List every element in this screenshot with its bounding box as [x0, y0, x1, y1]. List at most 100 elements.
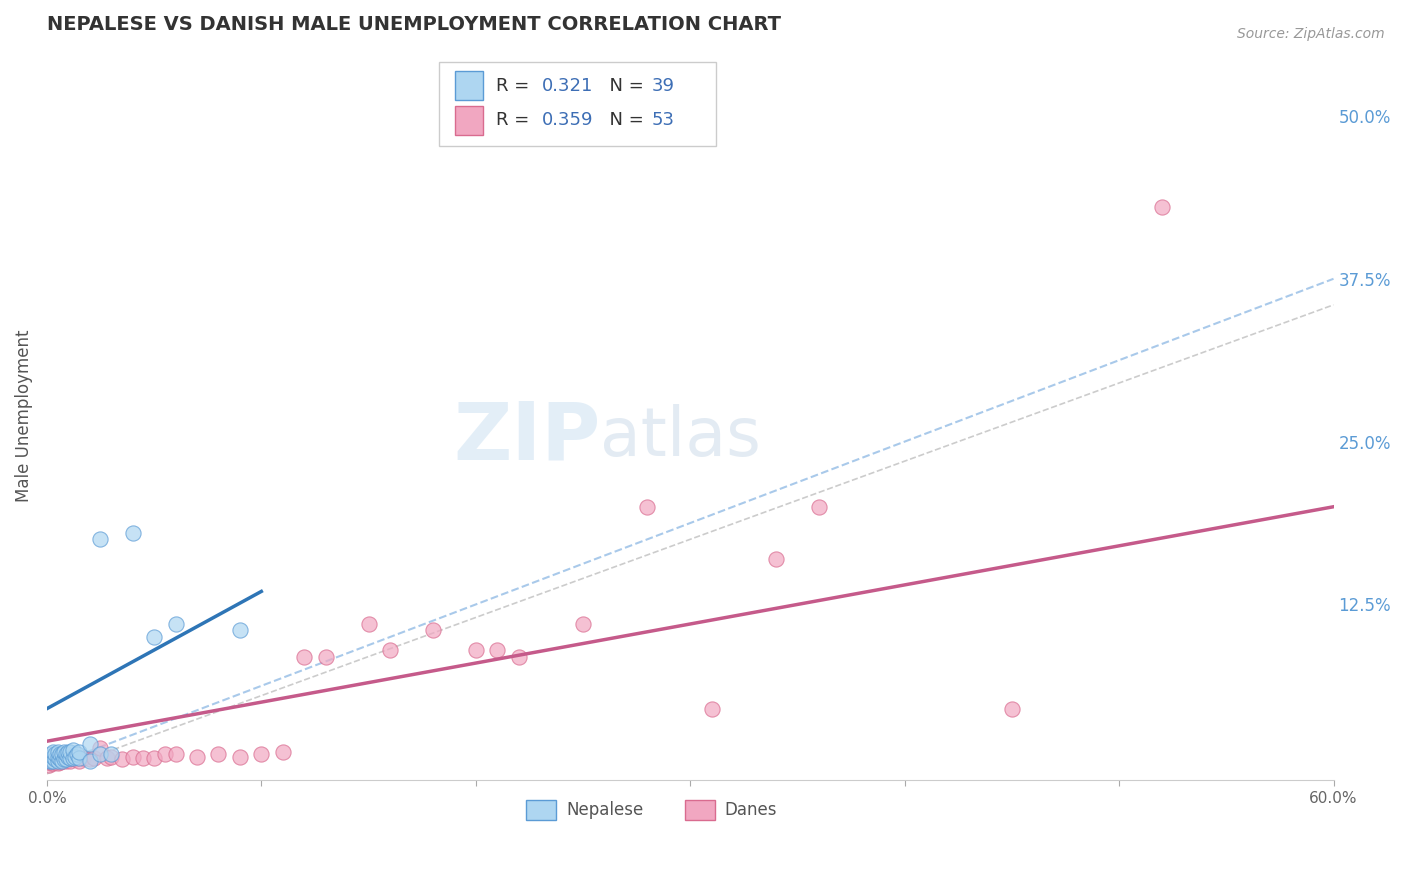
Point	[49, 747, 72, 762]
Point	[38, 757, 60, 772]
Point	[44, 755, 66, 769]
Point	[229, 624, 252, 638]
Point	[807, 500, 830, 514]
Point	[55, 747, 77, 762]
Point	[58, 749, 80, 764]
Point	[42, 745, 65, 759]
Point	[38, 749, 60, 764]
Point	[51, 754, 73, 768]
Point	[79, 737, 101, 751]
Point	[66, 747, 89, 762]
Point	[55, 754, 77, 768]
Point	[89, 533, 111, 547]
Point	[58, 752, 80, 766]
Point	[38, 754, 60, 768]
Text: N =: N =	[598, 112, 650, 129]
Point	[67, 751, 90, 765]
Point	[186, 749, 208, 764]
Point	[1150, 200, 1173, 214]
Point	[39, 747, 62, 762]
Point	[79, 752, 101, 766]
Point	[271, 745, 294, 759]
Point	[59, 745, 82, 759]
Text: R =: R =	[496, 77, 534, 95]
Point	[765, 552, 787, 566]
Point	[49, 755, 72, 769]
Point	[464, 643, 486, 657]
Text: 53: 53	[651, 112, 675, 129]
Point	[486, 643, 509, 657]
Point	[121, 749, 143, 764]
Point	[121, 525, 143, 540]
Point	[39, 751, 62, 765]
Legend: Nepalese, Danes: Nepalese, Danes	[519, 793, 785, 827]
Point	[62, 751, 84, 765]
Point	[46, 749, 69, 764]
Point	[100, 747, 122, 762]
Text: atlas: atlas	[600, 404, 761, 470]
Point	[250, 747, 273, 762]
FancyBboxPatch shape	[454, 105, 484, 135]
Point	[46, 754, 69, 768]
Point	[1001, 701, 1024, 715]
Point	[63, 752, 86, 766]
Point	[700, 701, 723, 715]
Point	[44, 747, 66, 762]
Point	[42, 749, 65, 764]
Point	[44, 752, 66, 766]
Point	[53, 752, 76, 766]
Point	[62, 743, 84, 757]
Point	[39, 754, 62, 768]
Point	[51, 747, 73, 762]
Point	[63, 749, 86, 764]
Point	[508, 649, 530, 664]
Text: NEPALESE VS DANISH MALE UNEMPLOYMENT CORRELATION CHART: NEPALESE VS DANISH MALE UNEMPLOYMENT COR…	[46, 15, 780, 34]
Point	[636, 500, 658, 514]
Point	[572, 617, 595, 632]
Point	[315, 649, 337, 664]
Point	[51, 754, 73, 768]
Point	[46, 745, 69, 759]
Text: 0.359: 0.359	[543, 112, 593, 129]
Text: N =: N =	[598, 77, 650, 95]
Point	[378, 643, 401, 657]
Point	[132, 751, 155, 765]
Point	[46, 749, 69, 764]
Point	[83, 751, 105, 765]
Text: ZIP: ZIP	[453, 399, 600, 476]
Text: 39: 39	[651, 77, 675, 95]
Point	[229, 749, 252, 764]
Point	[67, 745, 90, 759]
Point	[38, 749, 60, 764]
Point	[89, 740, 111, 755]
Point	[49, 752, 72, 766]
Point	[53, 745, 76, 759]
Point	[58, 745, 80, 759]
Point	[53, 752, 76, 766]
Point	[100, 749, 122, 764]
Point	[357, 617, 380, 632]
Point	[62, 751, 84, 765]
Point	[38, 754, 60, 768]
Point	[42, 756, 65, 771]
Point	[72, 751, 94, 765]
Point	[42, 754, 65, 768]
Point	[165, 617, 187, 632]
Point	[153, 747, 176, 762]
Point	[42, 749, 65, 764]
FancyBboxPatch shape	[454, 71, 484, 101]
Point	[59, 751, 82, 765]
Point	[165, 747, 187, 762]
Point	[67, 754, 90, 768]
Point	[143, 630, 166, 644]
Point	[44, 748, 66, 763]
Point	[79, 754, 101, 768]
Text: R =: R =	[496, 112, 534, 129]
Point	[55, 752, 77, 766]
Text: Source: ZipAtlas.com: Source: ZipAtlas.com	[1237, 27, 1385, 41]
Point	[46, 756, 69, 771]
Point	[39, 756, 62, 771]
Point	[143, 751, 166, 765]
Text: 0.321: 0.321	[543, 77, 593, 95]
Point	[89, 747, 111, 762]
